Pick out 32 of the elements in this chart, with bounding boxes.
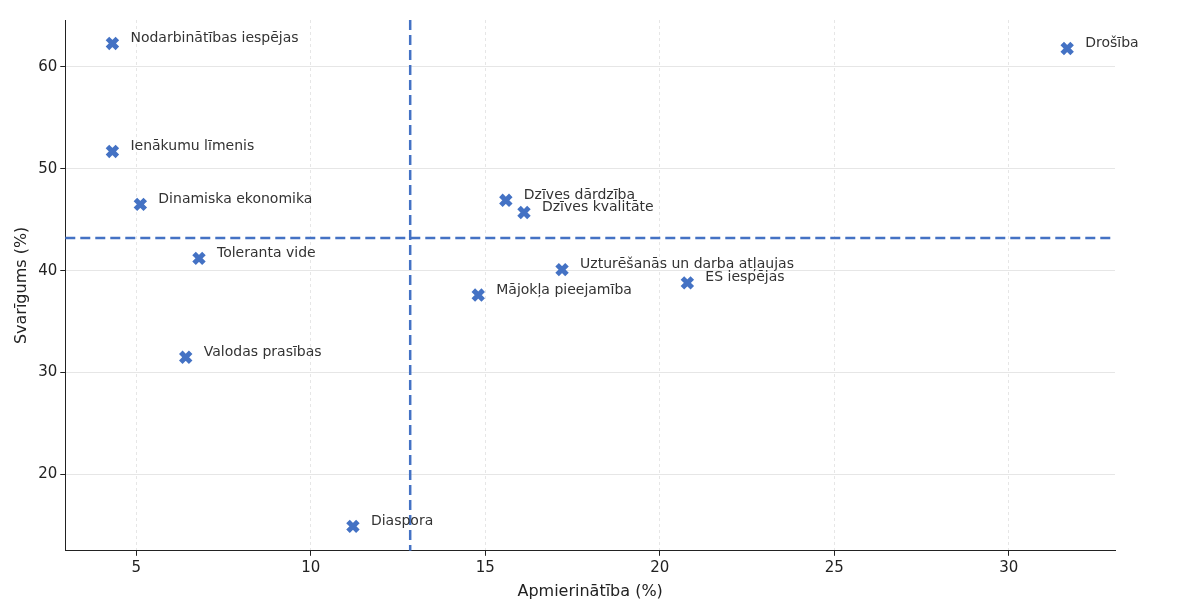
y-tick-label: 50 (38, 158, 58, 177)
point (1059, 41, 1075, 56)
y-tick-label: 60 (38, 56, 58, 75)
point (516, 205, 532, 221)
annotation: Nodarbinātības iespējas (130, 29, 299, 46)
annotation: Toleranta vide (215, 244, 316, 261)
y-axis-title: Svarīgums (%) (10, 226, 30, 345)
annotation: Drošība (1085, 34, 1139, 51)
x-tick-label: 5 (131, 557, 141, 576)
point (470, 287, 486, 303)
point (104, 35, 120, 51)
y-tick-label: 30 (38, 362, 58, 381)
annotation: Valodas prasības (203, 342, 322, 359)
point (132, 196, 148, 212)
x-tick-label: 20 (650, 557, 670, 576)
y-tick-label: 20 (38, 464, 58, 483)
point (178, 349, 194, 365)
point (498, 192, 514, 208)
point (345, 518, 361, 534)
point (104, 143, 120, 159)
x-tick-label: 25 (824, 557, 844, 576)
y-tick-label: 40 (38, 260, 58, 279)
x-tick-label: 30 (999, 557, 1019, 576)
annotation: Ienākumu līmenis (130, 137, 255, 154)
point (554, 262, 570, 278)
point (191, 250, 207, 266)
x-axis-title: Apmierinātība (%) (517, 580, 663, 600)
annotation: Dinamiska ekonomika (158, 190, 313, 207)
annotation: Mājokļa pieejamība (496, 280, 632, 298)
point (679, 275, 695, 291)
x-tick-label: 15 (475, 557, 495, 576)
x-tick-label: 10 (301, 557, 321, 576)
